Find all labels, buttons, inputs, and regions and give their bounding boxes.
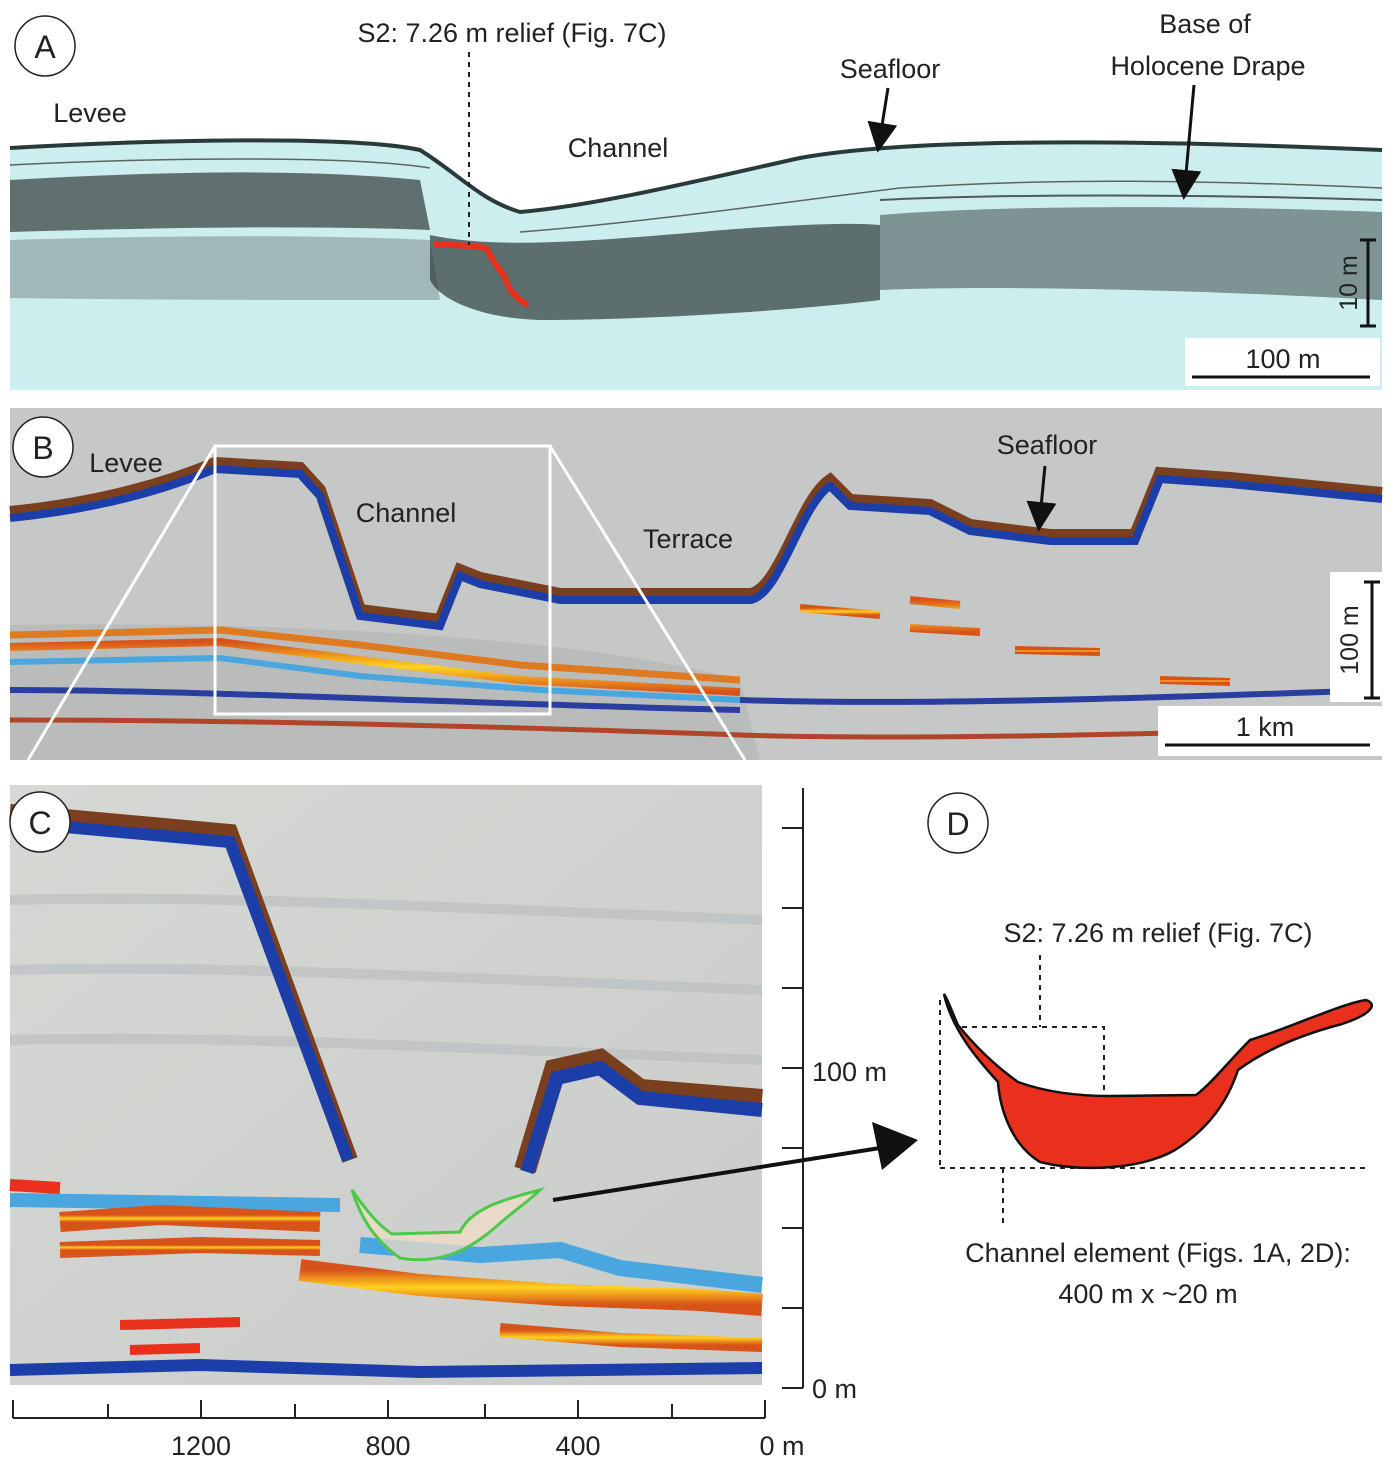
panel-b-seafloor-label: Seafloor bbox=[997, 430, 1098, 460]
panel-a-letter-circle bbox=[14, 15, 76, 77]
panel-b-bright-spot bbox=[1159, 676, 1231, 686]
panel-a-red-trace bbox=[433, 241, 529, 307]
panel-a-dark-strata-left bbox=[10, 172, 430, 232]
panel-c-to-d-arrow-head bbox=[872, 1122, 918, 1170]
panel-c-reflector-yellow bbox=[59, 1204, 321, 1232]
panel-b-hscale-label: 1 km bbox=[1236, 712, 1295, 742]
panel-a-seafloor-label: Seafloor bbox=[840, 54, 941, 84]
panel-a: A S2: 7.26 m relief (Fig. 7C) Levee Chan… bbox=[9, 8, 1383, 390]
panel-c-y-label-0: 0 m bbox=[812, 1374, 857, 1404]
panel-b-reflector-red bbox=[9, 717, 741, 738]
panel-c-faint-layer bbox=[9, 893, 763, 925]
panel-b-reflector-orange bbox=[9, 626, 741, 684]
panel-a-levee-label: Levee bbox=[53, 98, 127, 128]
panel-b: B Levee Channel Terrace Seafloor 100 m 1… bbox=[9, 408, 1383, 761]
panel-b-zoom-line-right bbox=[548, 445, 747, 761]
panel-b-bright-spot bbox=[1014, 646, 1101, 656]
panel-b-reflector-yellow bbox=[9, 637, 741, 696]
panel-c-reflector-cyan bbox=[9, 1193, 341, 1212]
panel-c-faint-layer bbox=[9, 963, 763, 995]
panel-c-reflector-red bbox=[9, 1179, 61, 1194]
panel-a-seafloor-reflector bbox=[9, 138, 1383, 215]
panel-a-strata-line bbox=[9, 158, 431, 169]
panel-c-to-d-arrow-line bbox=[552, 1146, 881, 1202]
panel-c: C 100 m 0 m 1200 800 400 0 m bbox=[9, 785, 918, 1461]
panel-c-letter: C bbox=[28, 805, 51, 841]
panel-b-bright-spot bbox=[909, 596, 981, 636]
panel-d-channel-element-shape bbox=[942, 993, 1373, 1170]
panel-c-faint-layer bbox=[9, 1033, 763, 1065]
panel-b-zoom-line-left bbox=[26, 445, 217, 761]
panel-d: D S2: 7.26 m relief (Fig. 7C) Channel el… bbox=[927, 792, 1373, 1309]
panel-a-dark-channel-fill bbox=[430, 223, 880, 320]
panel-d-element-label-line1: Channel element (Figs. 1A, 2D): bbox=[965, 1238, 1351, 1268]
panel-c-reflector-yellow-deep bbox=[499, 1323, 763, 1352]
panel-a-holocene-base-line bbox=[879, 194, 1383, 201]
panel-b-levee-label: Levee bbox=[89, 448, 163, 478]
panel-c-channel-element bbox=[350, 1187, 545, 1262]
panel-a-dark-strata-right bbox=[880, 207, 1382, 300]
panel-c-x-label-800: 800 bbox=[365, 1431, 410, 1461]
panel-a-channel-label: Channel bbox=[568, 133, 669, 163]
panel-c-y-label-100: 100 m bbox=[812, 1057, 887, 1087]
panel-a-base-arrow bbox=[1171, 84, 1202, 200]
panel-d-letter-circle bbox=[927, 792, 989, 854]
panel-a-relief-label: S2: 7.26 m relief (Fig. 7C) bbox=[357, 18, 666, 48]
panel-b-vscale-label: 100 m bbox=[1336, 605, 1364, 674]
panel-c-letter-circle bbox=[9, 791, 71, 853]
panel-b-letter: B bbox=[32, 430, 53, 466]
panel-d-relief-label: S2: 7.26 m relief (Fig. 7C) bbox=[1003, 918, 1312, 948]
panel-a-base-label-line2: Holocene Drape bbox=[1110, 51, 1305, 81]
panel-b-zoom-box bbox=[213, 444, 552, 716]
panel-b-reflector-cyan bbox=[9, 654, 741, 703]
panel-d-relief-box bbox=[962, 1026, 1105, 1092]
panel-c-reflector-red-spots bbox=[119, 1317, 241, 1355]
panel-b-reflector-blue bbox=[9, 687, 741, 713]
panel-c-reflector-yellow-lower bbox=[298, 1259, 763, 1316]
panel-a-strata-line bbox=[519, 180, 1383, 233]
panel-b-channel-label: Channel bbox=[356, 498, 457, 528]
panel-c-seafloor-blue-right bbox=[520, 1060, 763, 1175]
panel-b-seafloor-blue bbox=[9, 464, 1383, 631]
panel-b-letter-circle bbox=[12, 416, 74, 478]
panel-d-letter: D bbox=[946, 806, 969, 842]
panel-a-seafloor-arrow bbox=[867, 87, 898, 153]
panel-c-x-label-1200: 1200 bbox=[171, 1431, 231, 1461]
panel-b-reflector-blue-right bbox=[739, 687, 1383, 705]
panel-a-base-label-line1: Base of bbox=[1159, 9, 1251, 39]
panel-a-letter: A bbox=[34, 29, 56, 65]
panel-c-reflector-blue-deep bbox=[9, 1358, 763, 1379]
panel-b-terrace-label: Terrace bbox=[643, 524, 733, 554]
panel-a-vscale-label: 10 m bbox=[1335, 255, 1363, 311]
panel-b-bright-spot bbox=[799, 604, 881, 619]
panel-b-hscale-box bbox=[1158, 706, 1382, 756]
panel-c-x-label-400: 400 bbox=[555, 1431, 600, 1461]
panel-c-seafloor-blue-left bbox=[9, 816, 354, 1163]
panel-b-seafloor-brown bbox=[9, 456, 1383, 627]
panel-b-seafloor-arrow bbox=[1026, 465, 1057, 532]
panel-d-element-label-line2: 400 m x ~20 m bbox=[1058, 1279, 1237, 1309]
panel-a-strata-left-lower bbox=[10, 236, 440, 300]
panel-a-hscale-label: 100 m bbox=[1245, 344, 1320, 374]
panel-c-x-label-0: 0 m bbox=[759, 1431, 804, 1461]
panel-c-reflector-yellow bbox=[59, 1236, 321, 1258]
